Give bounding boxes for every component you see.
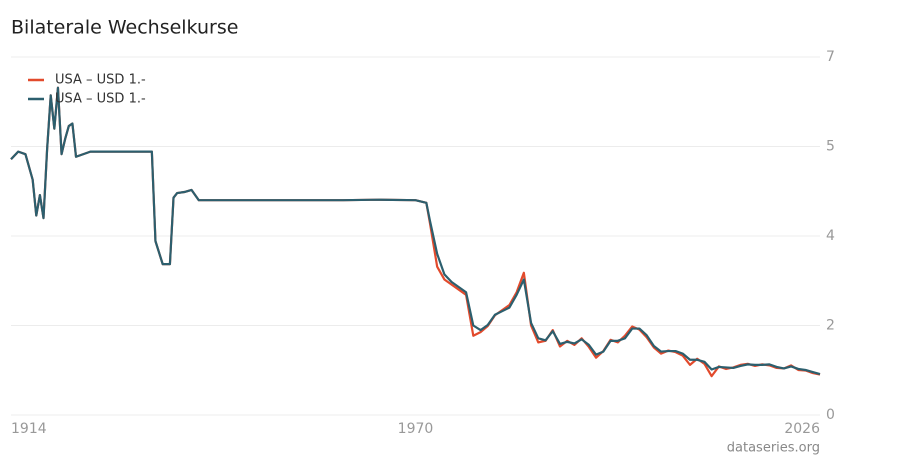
x-tick-label: 1914: [11, 421, 47, 437]
legend-label: USA – USD 1.-: [55, 73, 146, 88]
legend-label: USA – USD 1.-: [55, 92, 146, 107]
chart-title: Bilaterale Wechselkurse: [11, 17, 238, 39]
x-tick-label: 2026: [784, 421, 820, 437]
series-line: [10, 86, 821, 378]
x-tick-label: 1970: [398, 421, 434, 437]
series-line: [10, 86, 821, 376]
source-label: dataseries.org: [727, 441, 820, 456]
y-tick-label: 7: [826, 49, 835, 65]
y-tick-label: 2: [826, 318, 835, 334]
y-tick-label: 0: [826, 407, 835, 423]
y-tick-label: 4: [826, 228, 835, 244]
y-tick-label: 5: [826, 139, 835, 155]
